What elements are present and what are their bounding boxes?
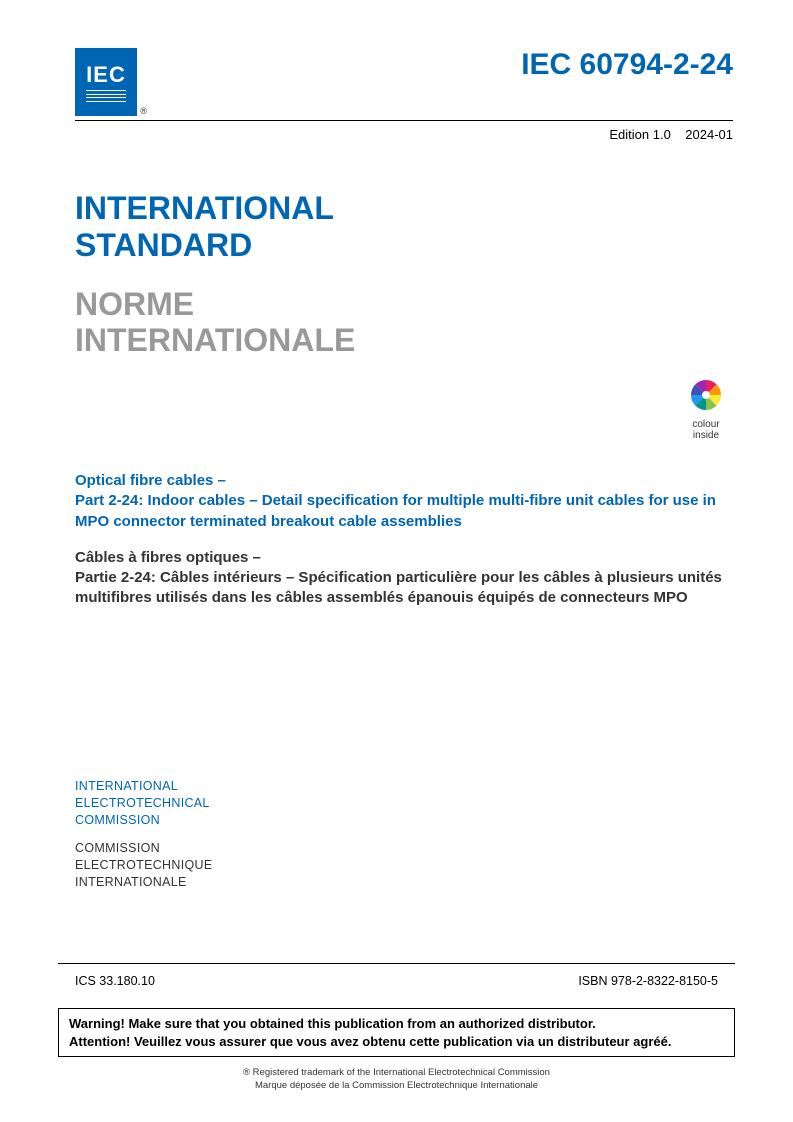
subject-french: Câbles à fibres optiques – Partie 2-24: … [75, 548, 733, 609]
edition-date: 2024-01 [685, 127, 733, 142]
page: IEC ® IEC 60794-2-24 Edition 1.0 2024-01… [0, 0, 793, 1122]
edition-row: Edition 1.0 2024-01 [75, 127, 733, 142]
ics-isbn-row: ICS 33.180.10 ISBN 978-2-8322-8150-5 [58, 974, 735, 988]
trademark-notice: ® Registered trademark of the Internatio… [58, 1067, 735, 1092]
subject-fr-body: Partie 2-24: Câbles intérieurs – Spécifi… [75, 569, 722, 606]
header-row: IEC ® IEC 60794-2-24 [75, 48, 733, 116]
edition-label: Edition 1.0 [609, 127, 670, 142]
subject-fr-heading: Câbles à fibres optiques – [75, 549, 261, 566]
title-french: NORME INTERNATIONALE [75, 286, 733, 360]
logo-wrap: IEC ® [75, 48, 137, 116]
trademark-fr: Marque déposée de la Commission Electrot… [255, 1080, 538, 1091]
footer-divider [58, 963, 735, 964]
organization-block: INTERNATIONAL ELECTROTECHNICAL COMMISSIO… [75, 778, 212, 891]
logo-lines-icon [86, 90, 126, 102]
iec-logo: IEC [75, 48, 137, 116]
colour-inside-badge: colour inside [679, 378, 733, 441]
colour-label: colour inside [679, 419, 733, 441]
title-block: INTERNATIONAL STANDARD NORME INTERNATION… [75, 190, 733, 359]
ics-code: ICS 33.180.10 [75, 974, 155, 988]
org-french: COMMISSION ELECTROTECHNIQUE INTERNATIONA… [75, 840, 212, 891]
title-english: INTERNATIONAL STANDARD [75, 190, 733, 264]
isbn-code: ISBN 978-2-8322-8150-5 [578, 974, 718, 988]
subject-en-body: Part 2-24: Indoor cables – Detail specif… [75, 492, 716, 529]
warning-box: Warning! Make sure that you obtained thi… [58, 1008, 735, 1057]
header-divider [75, 120, 733, 121]
title-fr-line2: INTERNATIONALE [75, 322, 355, 358]
org-english: INTERNATIONAL ELECTROTECHNICAL COMMISSIO… [75, 778, 212, 829]
title-fr-line1: NORME [75, 286, 194, 322]
trademark-en: ® Registered trademark of the Internatio… [243, 1067, 550, 1078]
warning-english: Warning! Make sure that you obtained thi… [69, 1016, 596, 1031]
title-en-line1: INTERNATIONAL [75, 190, 334, 226]
footer-block: ICS 33.180.10 ISBN 978-2-8322-8150-5 War… [58, 963, 735, 1092]
registered-mark: ® [140, 106, 147, 116]
subject-en-heading: Optical fibre cables – [75, 472, 226, 489]
logo-text: IEC [86, 62, 126, 88]
document-number: IEC 60794-2-24 [521, 48, 733, 82]
colour-wheel-icon [689, 378, 723, 412]
title-en-line2: STANDARD [75, 227, 252, 263]
subject-english: Optical fibre cables – Part 2-24: Indoor… [75, 471, 733, 532]
warning-french: Attention! Veuillez vous assurer que vou… [69, 1034, 671, 1049]
